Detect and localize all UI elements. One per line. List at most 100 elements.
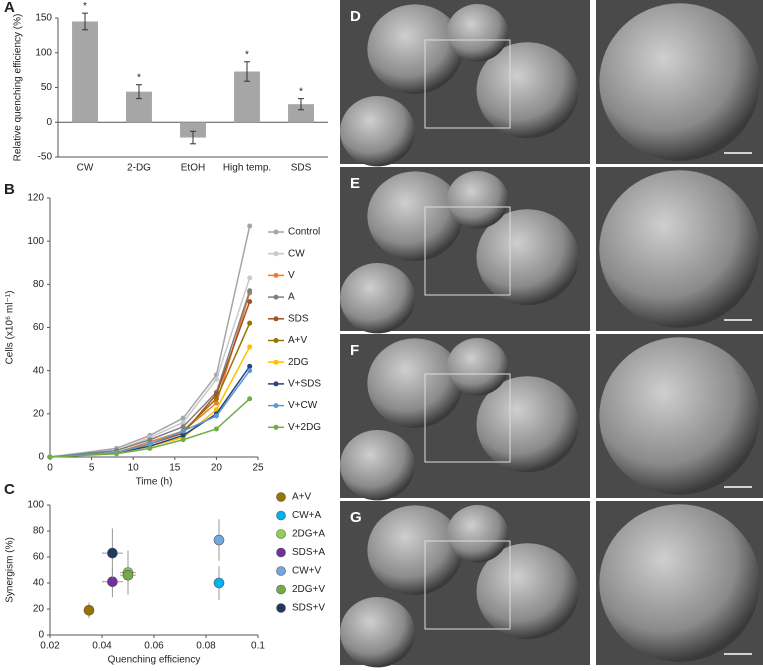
x-tick-label: EtOH	[181, 163, 205, 174]
scatter-point	[83, 604, 95, 616]
zoom-box	[424, 39, 511, 129]
data-point	[147, 441, 153, 447]
series-line	[49, 398, 251, 458]
data-point	[180, 428, 186, 434]
cell	[446, 505, 509, 563]
bar	[72, 21, 98, 123]
significance-mark: *	[137, 72, 141, 83]
cell	[476, 42, 579, 139]
legend-label: A+V	[292, 492, 312, 503]
data-point	[247, 363, 253, 369]
x-tick-label: 25	[252, 463, 264, 474]
x-tick-label: 2-DG	[127, 163, 151, 174]
significance-mark: *	[245, 49, 249, 60]
legend-marker	[276, 492, 286, 502]
y-tick-label: 60	[33, 322, 45, 333]
cell	[446, 338, 509, 396]
legend-label: SDS	[288, 313, 309, 324]
data-point	[247, 396, 253, 402]
x-tick-label: 0.06	[144, 641, 164, 652]
legend-marker	[273, 294, 279, 300]
data-point	[247, 368, 253, 374]
legend-marker	[276, 566, 286, 576]
panel-label: E	[350, 175, 360, 192]
cell	[476, 376, 579, 473]
cell	[476, 209, 579, 306]
legend-marker	[273, 251, 279, 257]
legend-label: CW	[288, 248, 305, 259]
data-point	[213, 413, 219, 419]
y-tick-label: 100	[27, 236, 44, 247]
y-tick-label: 40	[33, 578, 45, 589]
scatter-point	[107, 576, 118, 588]
y-tick-label: 0	[38, 630, 44, 641]
y-tick-label: 100	[27, 500, 44, 511]
y-axis-label: Relative quenching efficiency (%)	[13, 14, 24, 162]
y-tick-label: 60	[33, 552, 45, 563]
panel-label: B	[4, 181, 15, 198]
legend-marker	[276, 510, 286, 521]
scatter-point	[122, 569, 134, 581]
data-point	[247, 288, 253, 294]
data-point	[47, 454, 53, 460]
panel-label: A	[4, 0, 15, 16]
data-point	[247, 275, 253, 281]
panel-label: D	[350, 8, 361, 25]
legend-label: V+SDS	[288, 379, 321, 390]
legend-label: A	[288, 292, 295, 303]
series-line	[49, 290, 251, 458]
data-point	[213, 396, 219, 402]
legend-label: V	[288, 270, 295, 281]
bar	[288, 104, 314, 123]
panel-label: G	[350, 509, 362, 526]
legend-label: A+V	[288, 335, 308, 346]
legend-marker	[276, 603, 286, 613]
scatter-point	[107, 547, 118, 559]
panel-label: C	[4, 481, 15, 498]
x-tick-label: 0.08	[196, 641, 216, 652]
cell	[340, 430, 415, 501]
bar	[180, 122, 206, 138]
y-tick-label: 150	[35, 13, 52, 24]
y-tick-label: 80	[33, 526, 45, 537]
cell	[446, 4, 509, 62]
cell	[340, 263, 415, 334]
data-point	[180, 424, 186, 430]
x-tick-label: 0	[47, 463, 53, 474]
y-tick-label: 50	[41, 82, 53, 93]
cell	[367, 338, 463, 429]
scatter-point	[213, 534, 225, 546]
legend-label: SDS+V	[292, 603, 325, 614]
legend-marker	[273, 403, 279, 409]
x-tick-label: 0.02	[40, 641, 60, 652]
data-point	[180, 432, 186, 438]
data-point	[180, 415, 186, 421]
scatter-point	[213, 577, 225, 589]
x-tick-label: 15	[169, 463, 181, 474]
legend-label: CW+V	[292, 566, 322, 577]
legend-label: SDS+A	[292, 547, 325, 558]
cell	[340, 96, 415, 167]
cell	[599, 3, 760, 161]
zoom-box	[424, 540, 511, 630]
legend-marker	[273, 316, 279, 322]
legend-label: V+2DG	[288, 422, 321, 433]
cell	[599, 337, 760, 495]
data-point	[213, 376, 219, 382]
x-tick-label: 10	[128, 463, 140, 474]
x-tick-label: CW	[77, 163, 94, 174]
x-tick-label: 20	[211, 463, 223, 474]
y-tick-label: 80	[33, 279, 45, 290]
significance-mark: *	[299, 86, 303, 97]
data-point	[213, 400, 219, 406]
legend-marker	[276, 584, 286, 595]
y-tick-label: 20	[33, 604, 45, 615]
y-tick-label: 40	[33, 365, 45, 376]
data-point	[247, 344, 253, 350]
legend-marker	[273, 424, 279, 430]
data-point	[147, 437, 153, 443]
cell	[367, 171, 463, 261]
y-tick-label: 100	[35, 47, 52, 58]
legend-marker	[273, 381, 279, 387]
legend-marker	[273, 359, 279, 365]
